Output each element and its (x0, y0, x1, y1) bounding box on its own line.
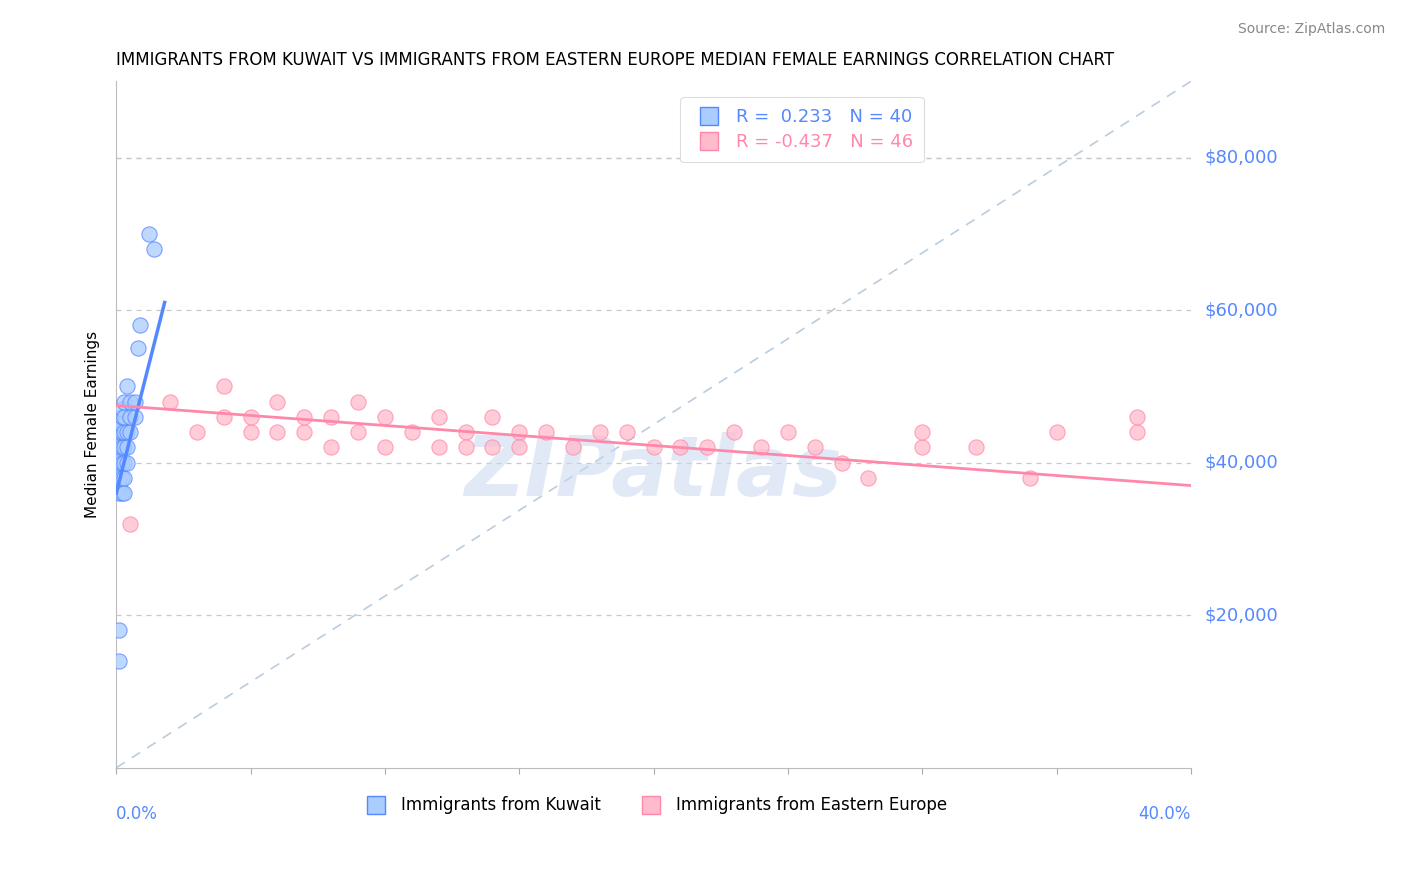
Point (481, 409, 503, 424)
Point (1045, 425, 1067, 439)
Point (108, 486, 131, 500)
Point (321, 409, 343, 424)
Point (111, 402, 134, 417)
Point (965, 441, 987, 455)
Point (374, 441, 396, 455)
Point (112, 409, 135, 424)
Point (481, 441, 503, 455)
Point (108, 654, 131, 668)
Point (776, 425, 799, 439)
Point (108, 463, 131, 477)
Point (292, 409, 315, 424)
Point (108, 448, 131, 462)
Point (212, 409, 235, 424)
Point (124, 394, 146, 409)
Point (115, 441, 138, 455)
Point (112, 456, 135, 470)
Point (112, 486, 135, 500)
Point (108, 417, 131, 432)
Point (347, 425, 370, 439)
Text: $20,000: $20,000 (1205, 607, 1278, 624)
Point (111, 425, 134, 439)
Point (616, 425, 638, 439)
Point (108, 478, 131, 492)
Point (127, 341, 149, 355)
Text: $40,000: $40,000 (1205, 454, 1278, 472)
Point (239, 409, 262, 424)
Point (111, 441, 134, 455)
Point (374, 409, 396, 424)
Point (723, 425, 745, 439)
Point (118, 394, 141, 409)
Point (118, 516, 141, 531)
Point (118, 409, 141, 424)
Point (749, 441, 772, 455)
Point (124, 409, 146, 424)
Text: IMMIGRANTS FROM KUWAIT VS IMMIGRANTS FROM EASTERN EUROPE MEDIAN FEMALE EARNINGS : IMMIGRANTS FROM KUWAIT VS IMMIGRANTS FRO… (117, 51, 1115, 69)
Point (142, 242, 165, 256)
Point (292, 425, 315, 439)
Point (111, 471, 134, 485)
Point (111, 409, 134, 424)
Point (212, 379, 235, 393)
Text: $60,000: $60,000 (1205, 301, 1278, 319)
Point (115, 456, 138, 470)
Point (108, 471, 131, 485)
Point (111, 486, 134, 500)
Point (266, 425, 288, 439)
Point (347, 394, 370, 409)
Point (108, 425, 131, 439)
Point (589, 425, 612, 439)
Point (1018, 471, 1040, 485)
Text: Source: ZipAtlas.com: Source: ZipAtlas.com (1237, 22, 1385, 37)
Point (112, 471, 135, 485)
Point (508, 441, 530, 455)
Text: ZIPatlas: ZIPatlas (464, 432, 842, 513)
Point (858, 471, 880, 485)
Point (112, 441, 135, 455)
Point (669, 441, 692, 455)
Text: $80,000: $80,000 (1205, 149, 1278, 167)
Point (108, 433, 131, 447)
Point (562, 441, 585, 455)
Point (1126, 409, 1149, 424)
Legend: Immigrants from Kuwait, Immigrants from Eastern Europe: Immigrants from Kuwait, Immigrants from … (353, 789, 955, 822)
Point (321, 441, 343, 455)
Point (111, 456, 134, 470)
Point (266, 394, 288, 409)
Point (159, 394, 181, 409)
Point (108, 456, 131, 470)
Point (108, 441, 131, 455)
Point (454, 441, 477, 455)
Point (427, 441, 450, 455)
Point (186, 425, 208, 439)
Point (112, 394, 135, 409)
Text: 40.0%: 40.0% (1139, 805, 1191, 823)
Point (643, 441, 665, 455)
Point (696, 441, 718, 455)
Y-axis label: Median Female Earnings: Median Female Earnings (86, 331, 100, 518)
Point (401, 425, 423, 439)
Point (112, 425, 135, 439)
Point (911, 441, 934, 455)
Point (111, 417, 134, 432)
Point (508, 425, 530, 439)
Point (138, 227, 160, 241)
Point (427, 409, 450, 424)
Point (454, 425, 477, 439)
Point (115, 379, 138, 393)
Point (911, 425, 934, 439)
Point (129, 318, 152, 333)
Point (831, 456, 853, 470)
Point (108, 624, 131, 638)
Point (803, 441, 825, 455)
Point (239, 425, 262, 439)
Point (1126, 425, 1149, 439)
Point (115, 425, 138, 439)
Text: 0.0%: 0.0% (117, 805, 157, 823)
Point (534, 425, 557, 439)
Point (118, 425, 141, 439)
